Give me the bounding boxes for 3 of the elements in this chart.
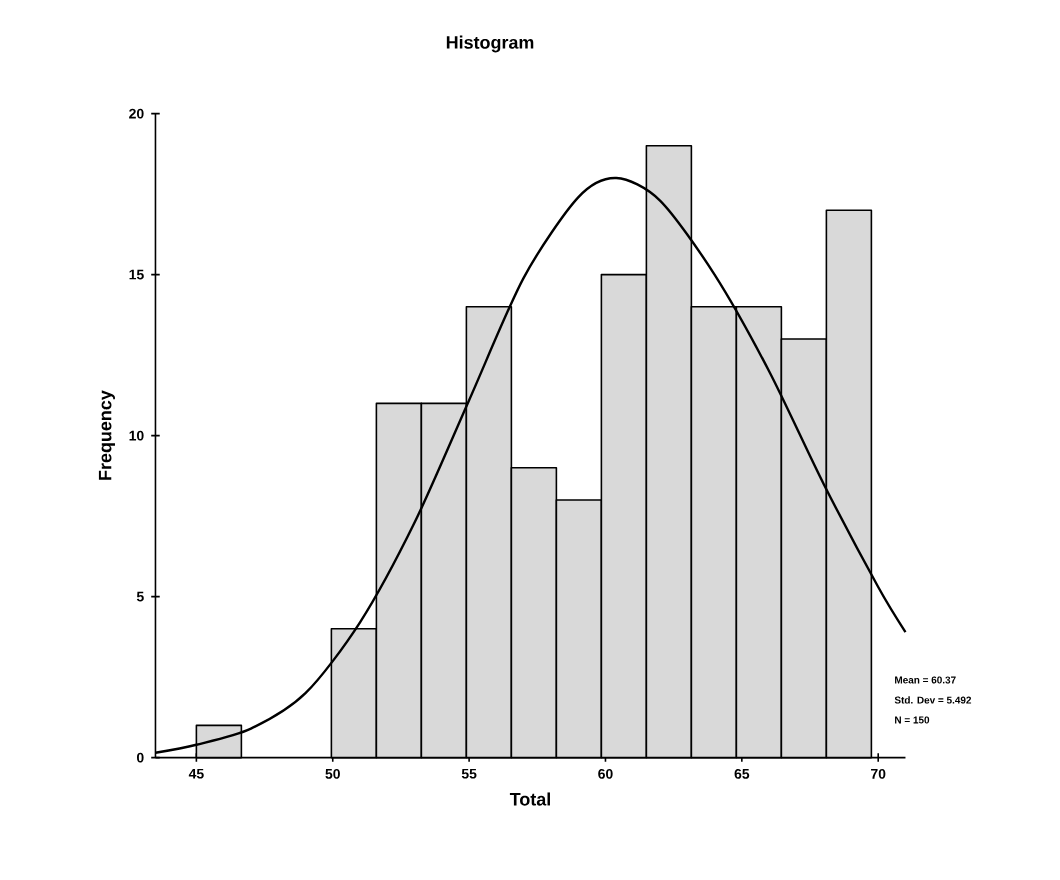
chart-title: Histogram — [446, 35, 534, 53]
y-axis-title: Frequency — [98, 390, 115, 480]
x-axis-title: Total — [509, 792, 550, 806]
